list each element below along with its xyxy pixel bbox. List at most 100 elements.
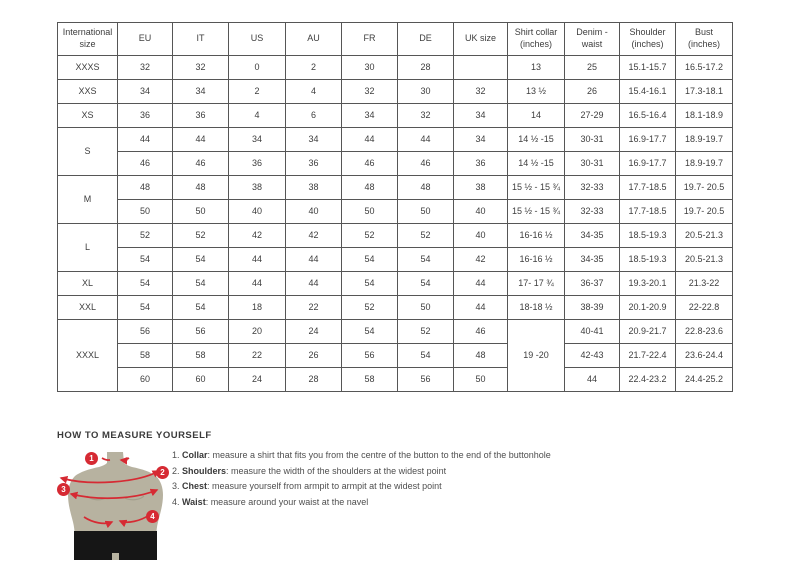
- value-cell: 40: [228, 199, 286, 224]
- value-cell: 20.1-20.9: [619, 295, 676, 320]
- value-cell: 44: [117, 127, 173, 152]
- column-header: Shirt collar (inches): [507, 22, 565, 56]
- value-cell: 44: [285, 271, 342, 296]
- value-cell: 30-31: [564, 127, 620, 152]
- value-cell: 44: [453, 295, 508, 320]
- value-cell: 18: [228, 295, 286, 320]
- value-cell: 38: [228, 175, 286, 200]
- value-cell: 32: [341, 79, 398, 104]
- value-cell: 58: [172, 343, 229, 368]
- size-label-cell: XXL: [57, 295, 118, 320]
- value-cell: 36: [228, 151, 286, 176]
- measure-badge-3: 3: [57, 483, 70, 496]
- value-cell: 22: [285, 295, 342, 320]
- value-cell: 54: [397, 343, 454, 368]
- value-cell: 4: [285, 79, 342, 104]
- value-cell: 18.1-18.9: [675, 103, 733, 128]
- value-cell: 20.5-21.3: [675, 247, 733, 272]
- value-cell: 32: [172, 55, 229, 80]
- value-cell: 40: [285, 199, 342, 224]
- value-cell: 32-33: [564, 175, 620, 200]
- value-cell: 38: [453, 175, 508, 200]
- value-cell: 48: [117, 175, 173, 200]
- value-cell: 52: [341, 295, 398, 320]
- value-cell: 26: [285, 343, 342, 368]
- value-cell: 34: [453, 103, 508, 128]
- instruction-number: 4.: [172, 496, 183, 507]
- value-cell: 16-16 ½: [507, 223, 565, 248]
- value-cell: 19.7- 20.5: [675, 199, 733, 224]
- table-row: 60 60 24 28 58 56 50 44 22.4-23.2 24.4-25.2: [58, 367, 733, 392]
- value-cell: 60: [117, 367, 173, 392]
- column-header: AU: [285, 22, 342, 56]
- instruction-text: : measure yourself from armpit to armpit…: [207, 481, 442, 491]
- value-cell: 52: [397, 319, 454, 344]
- value-cell: 30: [341, 55, 398, 80]
- value-cell: 16.9-17.7: [619, 151, 676, 176]
- value-cell: 20.9-21.7: [619, 319, 676, 344]
- measure-instruction-item: 4. Waist: measure around your waist at t…: [172, 497, 551, 508]
- value-cell: 22.4-23.2: [619, 367, 676, 392]
- value-cell: 54: [397, 247, 454, 272]
- column-header: DE: [397, 22, 454, 56]
- size-table-header: International size EU IT US AU FR DE UK size Shi…: [57, 22, 733, 56]
- value-cell: 36: [117, 103, 173, 128]
- value-cell: 52: [117, 223, 173, 248]
- value-cell: 17.7-18.5: [619, 175, 676, 200]
- value-cell: 48: [397, 175, 454, 200]
- value-cell: 56: [117, 319, 173, 344]
- value-cell: 22: [228, 343, 286, 368]
- value-cell: 18-18 ½: [507, 295, 565, 320]
- value-cell: 28: [285, 367, 342, 392]
- value-cell: 21.3-22: [675, 271, 733, 296]
- instruction-text: : measure around your waist at the navel: [205, 496, 369, 507]
- chest-measure-line: [69, 488, 159, 500]
- value-cell: 38: [285, 175, 342, 200]
- value-cell: 42: [228, 223, 286, 248]
- value-cell: 40-41: [564, 319, 620, 344]
- column-header: International size: [57, 22, 118, 56]
- value-cell: 32: [397, 103, 454, 128]
- value-cell: 34: [117, 79, 173, 104]
- value-cell: 58: [117, 343, 173, 368]
- value-cell: 0: [228, 55, 286, 80]
- size-label-cell: XXS: [57, 79, 118, 104]
- column-header: Denim - waist: [564, 22, 620, 56]
- size-label-cell: L: [57, 223, 118, 272]
- value-cell: 42: [453, 247, 508, 272]
- value-cell: 36: [453, 151, 508, 176]
- value-cell: 34: [228, 127, 286, 152]
- value-cell: 54: [341, 319, 398, 344]
- value-cell: 15 ½ - 15 ¾: [507, 199, 565, 224]
- value-cell: 17- 17 ¾: [507, 271, 565, 296]
- value-cell: 44: [172, 127, 229, 152]
- instruction-text: : measure the width of the shoulders at …: [226, 465, 447, 476]
- value-cell: 48: [172, 175, 229, 200]
- value-cell: 50: [453, 367, 508, 392]
- value-cell: 54: [341, 271, 398, 296]
- measure-badge-4: 4: [146, 510, 159, 523]
- value-cell: 54: [341, 247, 398, 272]
- column-header: FR: [341, 22, 398, 56]
- value-cell: 34: [285, 127, 342, 152]
- value-cell: 27-29: [564, 103, 620, 128]
- size-label-cell: XS: [57, 103, 118, 128]
- value-cell: 52: [172, 223, 229, 248]
- value-cell: 19 -20: [507, 319, 565, 392]
- table-row: S 44 44 34 34 44 44 34 14 ½ -15 30-31 16.9-17.7 18.…: [57, 127, 733, 176]
- instruction-label: Shoulders: [182, 465, 227, 476]
- value-cell: 46: [117, 151, 173, 176]
- value-cell: 22.8-23.6: [675, 319, 733, 344]
- table-row: L 52 52 42 42 52 52 40 16-16 ½ 34-35 18.5-19.3 20.5…: [57, 223, 733, 272]
- measure-figure: 1 2 3 4: [57, 446, 175, 563]
- shoulder-measure-line: [59, 470, 161, 484]
- value-cell: 36-37: [564, 271, 620, 296]
- value-cell: 32: [117, 55, 173, 80]
- value-cell: 50: [172, 199, 229, 224]
- value-cell: 21.7-22.4: [619, 343, 676, 368]
- value-cell: 46: [341, 151, 398, 176]
- measure-instruction-item: 1. Collar: measure a shirt that fits you…: [172, 450, 551, 461]
- table-row: M 48 48 38 38 48 48 38 15 ½ - 15 ¾ 32-33 17.7-18.5…: [57, 175, 733, 224]
- shorts-shape: [74, 531, 157, 560]
- value-cell: 19.7- 20.5: [675, 175, 733, 200]
